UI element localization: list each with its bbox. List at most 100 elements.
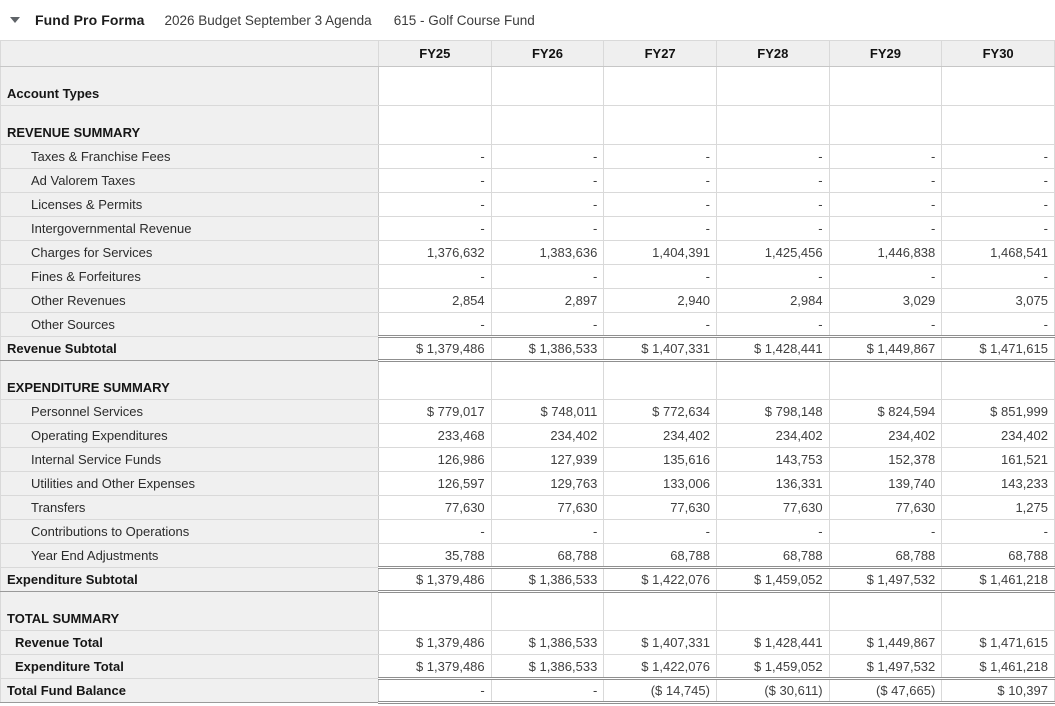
cell-fy25: 126,986 [378, 447, 492, 472]
cell-fy25 [378, 105, 492, 145]
cell-fy27: 135,616 [603, 447, 717, 472]
cell-fy29: $ 1,449,867 [828, 630, 943, 655]
cell-fy30: - [941, 144, 1055, 169]
cell-fy26 [490, 360, 605, 400]
row-label: Intergovernmental Revenue [0, 216, 379, 241]
cell-fy30 [941, 591, 1055, 631]
cell-fy26: $ 1,386,533 [490, 566, 605, 593]
cell-fy26: $ 1,386,533 [490, 630, 605, 655]
cell-fy25: - [378, 677, 492, 704]
column-header-fy30: FY30 [941, 40, 1055, 67]
cell-fy27: 133,006 [603, 471, 717, 496]
cell-fy30: 234,402 [941, 423, 1055, 448]
row-label: Taxes & Franchise Fees [0, 144, 379, 169]
cell-fy30: - [941, 519, 1055, 544]
cell-fy29: $ 1,497,532 [828, 654, 943, 679]
cell-fy29: 234,402 [828, 423, 943, 448]
cell-fy26: - [490, 144, 605, 169]
cell-fy27 [603, 591, 717, 631]
cell-fy28: $ 1,428,441 [715, 630, 830, 655]
fund-name: 615 - Golf Course Fund [393, 12, 535, 28]
row-label: Charges for Services [0, 240, 379, 265]
cell-fy25: - [378, 192, 492, 217]
row-label: TOTAL SUMMARY [0, 591, 379, 631]
cell-fy29: - [828, 264, 943, 289]
table-row: Fines & Forfeitures - - - - - - [0, 264, 1055, 289]
table-row: Personnel Services $ 779,017 $ 748,011 $ 77… [0, 399, 1055, 424]
cell-fy30: - [941, 216, 1055, 241]
table-row: Other Sources - - - - - - [0, 312, 1055, 337]
cell-fy28: $ 1,459,052 [715, 566, 830, 593]
column-header-row: FY25 FY26 FY27 FY28 FY29 FY30 [0, 40, 1055, 67]
table-row: Account Types [0, 66, 1055, 106]
row-label: Operating Expenditures [0, 423, 379, 448]
cell-fy27 [603, 66, 717, 106]
table-row: Revenue Total $ 1,379,486 $ 1,386,533 $ 1,4… [0, 630, 1055, 655]
budget-name: 2026 Budget September 3 Agenda [164, 12, 372, 28]
cell-fy30: 1,275 [941, 495, 1055, 520]
cell-fy25: - [378, 312, 492, 337]
row-label: Contributions to Operations [0, 519, 379, 544]
row-label: Year End Adjustments [0, 543, 379, 568]
cell-fy29: $ 1,449,867 [828, 335, 943, 362]
row-label: Account Types [0, 66, 379, 106]
cell-fy25: $ 1,379,486 [378, 630, 492, 655]
table-row: Taxes & Franchise Fees - - - - - - [0, 144, 1055, 169]
row-label: Total Fund Balance [0, 678, 379, 703]
cell-fy27 [603, 105, 717, 145]
report-header: Fund Pro Forma 2026 Budget September 3 A… [0, 0, 1055, 40]
cell-fy28: - [715, 519, 830, 544]
cell-fy25: $ 1,379,486 [378, 654, 492, 679]
cell-fy25: 1,376,632 [378, 240, 492, 265]
cell-fy29: 3,029 [828, 288, 943, 313]
report-title: Fund Pro Forma [35, 12, 145, 28]
cell-fy25: 126,597 [378, 471, 492, 496]
cell-fy27: 77,630 [603, 495, 717, 520]
cell-fy28: 136,331 [715, 471, 830, 496]
cell-fy27: - [603, 519, 717, 544]
table-row: Transfers 77,630 77,630 77,630 77,630 77,630 1… [0, 495, 1055, 520]
cell-fy29: 139,740 [828, 471, 943, 496]
row-label: Other Sources [0, 312, 379, 337]
cell-fy29: $ 824,594 [828, 399, 943, 424]
cell-fy29: 77,630 [828, 495, 943, 520]
cell-fy26: - [490, 519, 605, 544]
table-row: Licenses & Permits - - - - - - [0, 192, 1055, 217]
collapse-triangle-icon[interactable] [10, 17, 20, 23]
cell-fy30: $ 1,461,218 [941, 566, 1055, 593]
table-row: Ad Valorem Taxes - - - - - - [0, 168, 1055, 193]
cell-fy30: 161,521 [941, 447, 1055, 472]
row-label: Revenue Total [0, 630, 379, 655]
cell-fy27: $ 772,634 [603, 399, 717, 424]
table-row: Total Fund Balance - - ($ 14,745) ($ 30,611)… [0, 677, 1055, 704]
cell-fy29 [828, 66, 943, 106]
column-header-fy28: FY28 [715, 40, 830, 67]
row-label: REVENUE SUMMARY [0, 105, 379, 145]
cell-fy30: $ 10,397 [941, 677, 1055, 704]
cell-fy27: 68,788 [603, 543, 717, 568]
cell-fy30: - [941, 264, 1055, 289]
cell-fy25: $ 1,379,486 [378, 566, 492, 593]
cell-fy28: $ 798,148 [715, 399, 830, 424]
cell-fy29: - [828, 216, 943, 241]
cell-fy28: - [715, 264, 830, 289]
cell-fy26: 127,939 [490, 447, 605, 472]
cell-fy26: - [490, 168, 605, 193]
cell-fy26: 77,630 [490, 495, 605, 520]
cell-fy26 [490, 66, 605, 106]
cell-fy29: 152,378 [828, 447, 943, 472]
cell-fy26: - [490, 677, 605, 704]
cell-fy27: ($ 14,745) [603, 677, 717, 704]
cell-fy27: $ 1,422,076 [603, 654, 717, 679]
cell-fy26 [490, 105, 605, 145]
cell-fy25: 233,468 [378, 423, 492, 448]
cell-fy25 [378, 66, 492, 106]
cell-fy27: $ 1,407,331 [603, 630, 717, 655]
cell-fy28: 1,425,456 [715, 240, 830, 265]
cell-fy25 [378, 591, 492, 631]
cell-fy28: - [715, 168, 830, 193]
cell-fy27: - [603, 216, 717, 241]
row-label: Personnel Services [0, 399, 379, 424]
cell-fy28: - [715, 216, 830, 241]
column-header-fy27: FY27 [603, 40, 717, 67]
